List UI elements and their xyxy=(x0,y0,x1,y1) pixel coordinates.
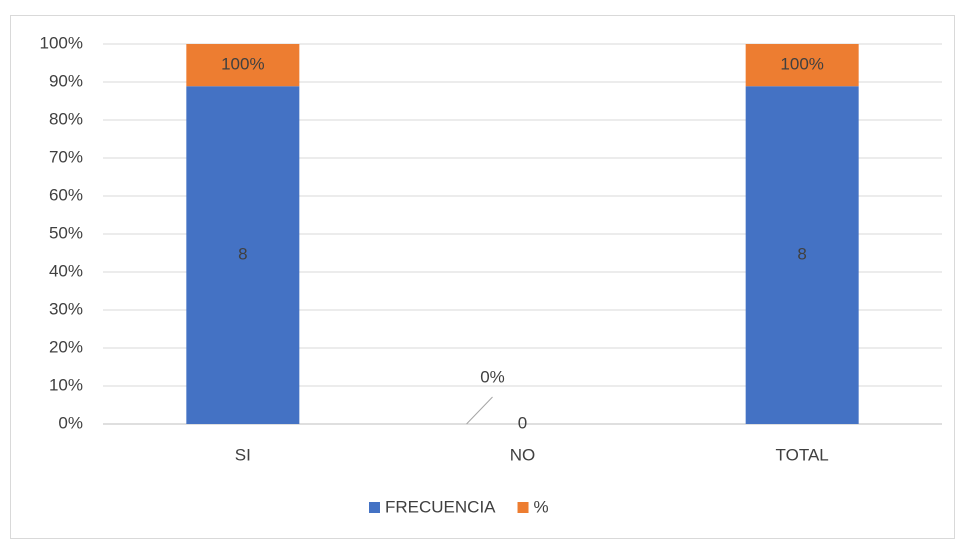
x-tick-label: SI xyxy=(235,445,251,464)
legend-label: FRECUENCIA xyxy=(385,497,496,516)
data-label: 100% xyxy=(780,55,823,74)
legend-swatch xyxy=(369,502,380,513)
y-tick-label: 50% xyxy=(49,223,83,242)
y-tick-label: 40% xyxy=(49,261,83,280)
y-tick-label: 10% xyxy=(49,375,83,394)
data-label: 0% xyxy=(480,367,505,386)
y-tick-label: 100% xyxy=(40,33,83,52)
y-tick-label: 30% xyxy=(49,299,83,318)
data-label: 0 xyxy=(518,413,527,432)
x-tick-label: TOTAL xyxy=(776,445,829,464)
bar-segment xyxy=(186,44,300,87)
data-label: 8 xyxy=(797,245,806,264)
y-tick-label: 20% xyxy=(49,337,83,356)
y-tick-label: 90% xyxy=(49,71,83,90)
x-tick-label: NO xyxy=(510,445,536,464)
bar-segment xyxy=(745,86,859,424)
y-tick-label: 60% xyxy=(49,185,83,204)
legend-label: % xyxy=(534,497,549,516)
bar-segment xyxy=(745,44,859,87)
leader-line xyxy=(466,396,493,425)
data-label: 100% xyxy=(221,55,264,74)
y-tick-label: 80% xyxy=(49,109,83,128)
legend-swatch xyxy=(517,502,529,513)
y-tick-label: 0% xyxy=(58,413,83,432)
y-tick-label: 70% xyxy=(49,147,83,166)
data-label: 8 xyxy=(238,245,247,264)
bar-segment xyxy=(186,86,300,424)
